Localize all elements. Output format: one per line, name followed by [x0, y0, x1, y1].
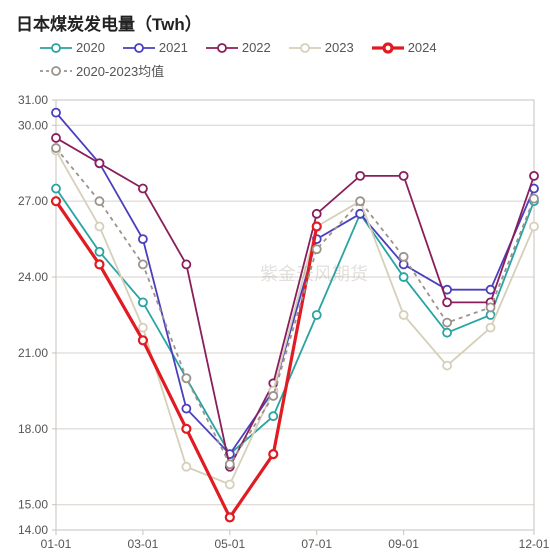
x-tick-label: 09-01 [388, 537, 419, 551]
series-marker-s2024 [269, 450, 277, 458]
series-marker-s2024 [226, 513, 234, 521]
series-marker-savg [356, 197, 364, 205]
series-marker-s2022 [400, 172, 408, 180]
y-tick-label: 24.00 [18, 270, 48, 284]
series-marker-s2020 [400, 273, 408, 281]
series-marker-savg [400, 253, 408, 261]
series-marker-s2022 [313, 210, 321, 218]
series-marker-s2023 [139, 324, 147, 332]
series-marker-s2020 [95, 248, 103, 256]
series-marker-s2024 [313, 222, 321, 230]
y-tick-label: 18.00 [18, 422, 48, 436]
series-marker-s2021 [52, 109, 60, 117]
y-tick-label: 31.00 [18, 93, 48, 107]
series-marker-savg [530, 195, 538, 203]
series-marker-s2023 [487, 324, 495, 332]
y-tick-label: 21.00 [18, 346, 48, 360]
series-marker-s2022 [356, 172, 364, 180]
series-marker-s2022 [530, 172, 538, 180]
chart-plot: 14.00 15.00 18.00 21.00 24.00 27.00 30.00 31.00… [0, 0, 550, 555]
series-marker-savg [487, 303, 495, 311]
series-marker-s2020 [443, 329, 451, 337]
series-marker-savg [443, 319, 451, 327]
series-marker-savg [226, 460, 234, 468]
x-tick-label: 01-01 [41, 537, 72, 551]
x-tick-label: 12-01 [519, 537, 550, 551]
series-marker-savg [95, 197, 103, 205]
series-marker-savg [313, 245, 321, 253]
series-marker-s2022 [95, 159, 103, 167]
series-marker-s2020 [269, 412, 277, 420]
series-marker-s2021 [139, 235, 147, 243]
y-tick-label: 15.00 [18, 498, 48, 512]
y-tick-label: 30.00 [18, 118, 48, 132]
series-marker-s2023 [95, 222, 103, 230]
series-marker-s2023 [182, 463, 190, 471]
series-marker-s2023 [400, 311, 408, 319]
series-marker-s2023 [530, 222, 538, 230]
series-marker-savg [52, 144, 60, 152]
series-marker-s2020 [313, 311, 321, 319]
series-marker-s2023 [226, 480, 234, 488]
series-marker-s2024 [139, 336, 147, 344]
series-marker-s2022 [52, 134, 60, 142]
series-marker-s2021 [182, 405, 190, 413]
x-tick-label: 07-01 [301, 537, 332, 551]
y-tick-label: 27.00 [18, 194, 48, 208]
series-marker-s2023 [443, 362, 451, 370]
series-marker-savg [139, 260, 147, 268]
series-marker-s2022 [139, 185, 147, 193]
series-marker-savg [182, 374, 190, 382]
x-tick-label: 05-01 [214, 537, 245, 551]
series-marker-s2022 [443, 298, 451, 306]
series-marker-savg [269, 392, 277, 400]
series-marker-s2020 [52, 185, 60, 193]
series-marker-s2024 [95, 260, 103, 268]
series-line-s2022 [56, 138, 534, 467]
series-marker-s2022 [182, 260, 190, 268]
series-marker-s2024 [182, 425, 190, 433]
series-marker-s2024 [52, 197, 60, 205]
y-tick-label: 14.00 [18, 523, 48, 537]
series-marker-s2020 [139, 298, 147, 306]
x-tick-label: 03-01 [128, 537, 159, 551]
